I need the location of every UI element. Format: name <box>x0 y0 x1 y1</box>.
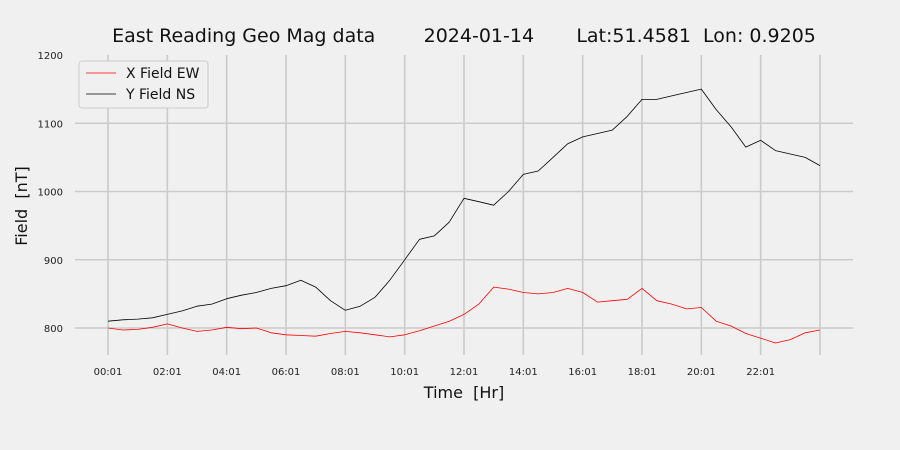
x-tick-label: 02:01 <box>153 367 182 378</box>
y-tick-label: 1100 <box>38 119 63 130</box>
x-tick-label: 20:01 <box>687 367 716 378</box>
x-tick-label: 10:01 <box>390 367 419 378</box>
y-axis-label: Field [nT] <box>12 166 31 246</box>
series-line-y-field-ns <box>107 88 821 322</box>
y-tick-label: 800 <box>44 324 63 335</box>
tick-labels: 00:01 02:01 04:01 06:01 08:01 10:01 12:01 14:01… <box>38 51 776 378</box>
x-tick-label: 22:01 <box>746 367 775 378</box>
legend: X Field EW Y Field NS <box>78 60 209 109</box>
y-tick-label: 900 <box>44 256 63 267</box>
series-line-x-field-ew <box>107 286 821 344</box>
y-tick-label: 1000 <box>38 188 63 199</box>
chart-title: East Reading Geo Mag data 2024-01-14 Lat… <box>112 25 816 47</box>
legend-label-y-field: Y Field NS <box>125 87 195 103</box>
x-tick-label: 16:01 <box>568 367 597 378</box>
x-tick-label: 04:01 <box>212 367 241 378</box>
x-tick-label: 00:01 <box>94 367 123 378</box>
y-tick-label: 1200 <box>38 51 63 62</box>
x-axis-label: Time [Hr] <box>423 383 504 402</box>
x-tick-label: 08:01 <box>331 367 360 378</box>
x-tick-label: 14:01 <box>509 367 538 378</box>
grid <box>75 55 853 355</box>
x-tick-label: 12:01 <box>450 367 479 378</box>
x-tick-label: 18:01 <box>628 367 657 378</box>
series-layer <box>107 88 821 344</box>
legend-label-x-field: X Field EW <box>126 66 200 82</box>
x-tick-label: 06:01 <box>272 367 301 378</box>
